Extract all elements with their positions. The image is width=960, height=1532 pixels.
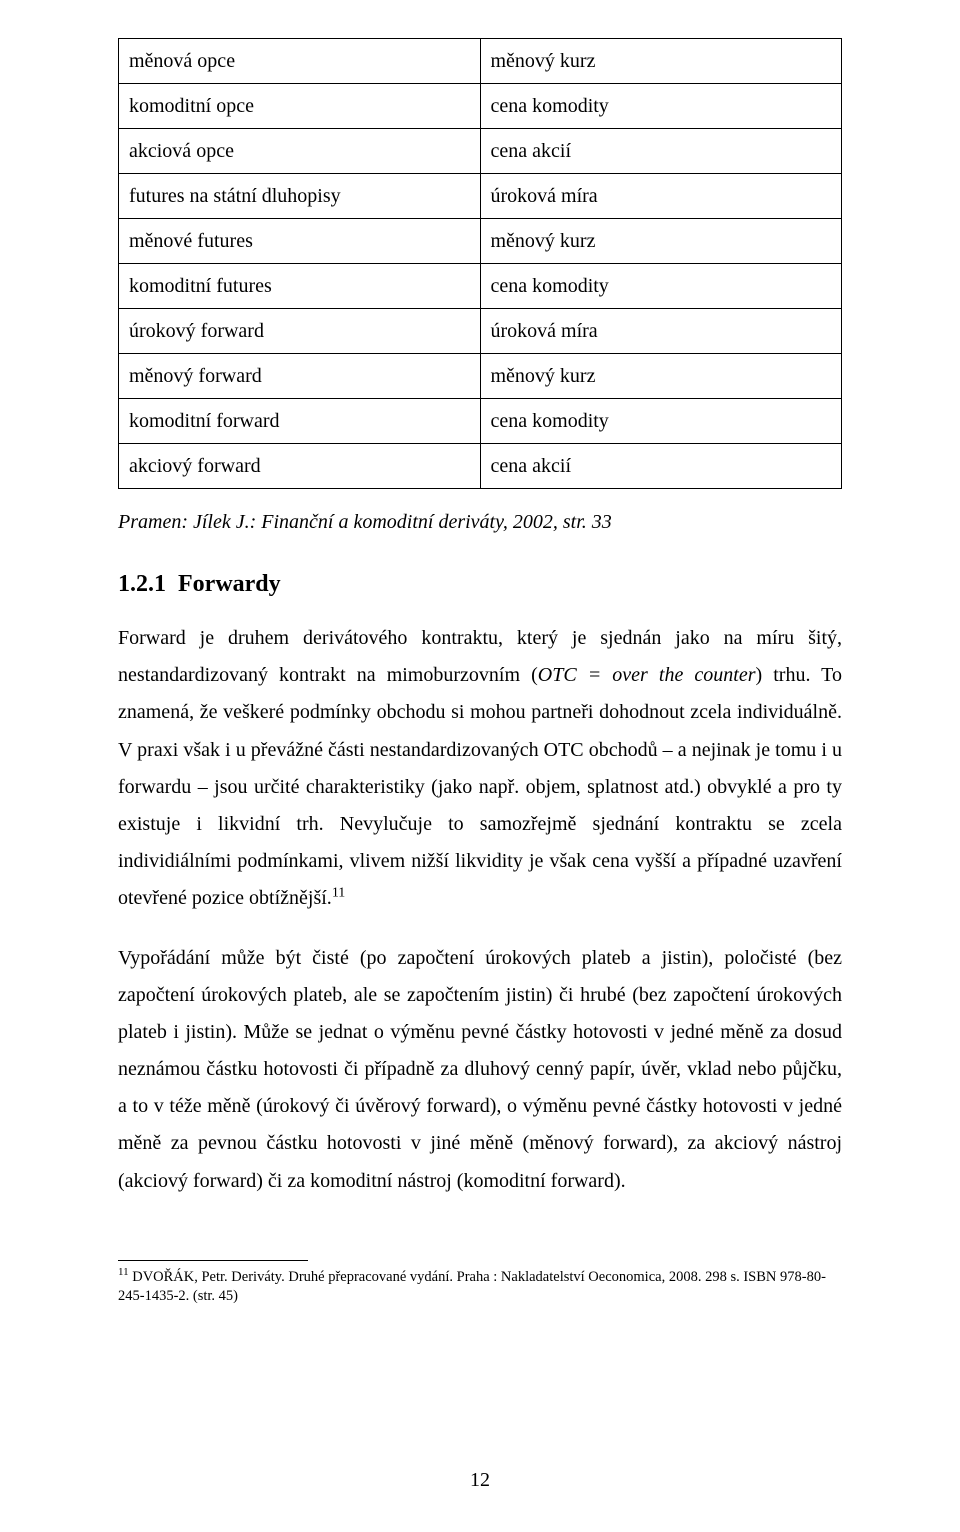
section-heading: 1.2.1 Forwardy [118, 571, 842, 598]
table-cell: úroková míra [480, 174, 842, 219]
table-cell: cena akcií [480, 444, 842, 489]
p1-text-b: ) trhu. To znamená, že veškeré podmínky … [118, 664, 842, 909]
table-cell: měnové futures [119, 219, 481, 264]
footnote-ref-11: 11 [332, 886, 345, 901]
table-row: komoditní forward cena komodity [119, 399, 842, 444]
footnote-separator [118, 1260, 308, 1261]
table-cell: cena komodity [480, 264, 842, 309]
heading-number: 1.2.1 [118, 571, 166, 597]
table-row: akciový forward cena akcií [119, 444, 842, 489]
table-cell: měnový forward [119, 354, 481, 399]
table-cell: úroková míra [480, 309, 842, 354]
table-row: měnová opce měnový kurz [119, 39, 842, 84]
table-cell: komoditní futures [119, 264, 481, 309]
table-row: akciová opce cena akcií [119, 129, 842, 174]
body-paragraph-1: Forward je druhem derivátového kontraktu… [118, 620, 842, 918]
footnote-text: DVOŘÁK, Petr. Deriváty. Druhé přepracova… [118, 1269, 826, 1305]
table-cell: měnový kurz [480, 354, 842, 399]
table-row: komoditní futures cena komodity [119, 264, 842, 309]
p1-otc-italic: OTC = over the counter [538, 664, 756, 686]
heading-title: Forwardy [178, 571, 281, 597]
table-cell: měnový kurz [480, 219, 842, 264]
table-row: měnové futures měnový kurz [119, 219, 842, 264]
derivatives-table: měnová opce měnový kurz komoditní opce c… [118, 38, 842, 489]
page: měnová opce měnový kurz komoditní opce c… [0, 0, 960, 1532]
source-citation: Pramen: Jílek J.: Finanční a komoditní d… [118, 507, 842, 537]
footnote-11: 11 DVOŘÁK, Petr. Deriváty. Druhé přeprac… [118, 1265, 842, 1307]
table-cell: cena komodity [480, 84, 842, 129]
table-cell: komoditní forward [119, 399, 481, 444]
table-cell: měnový kurz [480, 39, 842, 84]
table-cell: cena komodity [480, 399, 842, 444]
body-paragraph-2: Vypořádání může být čisté (po započtení … [118, 940, 842, 1200]
table-cell: futures na státní dluhopisy [119, 174, 481, 219]
table-row: měnový forward měnový kurz [119, 354, 842, 399]
table-cell: akciová opce [119, 129, 481, 174]
table-row: futures na státní dluhopisy úroková míra [119, 174, 842, 219]
table-row: úrokový forward úroková míra [119, 309, 842, 354]
table-cell: komoditní opce [119, 84, 481, 129]
table-cell: úrokový forward [119, 309, 481, 354]
footnote-mark: 11 [118, 1266, 129, 1278]
table-cell: akciový forward [119, 444, 481, 489]
table-row: komoditní opce cena komodity [119, 84, 842, 129]
table-cell: cena akcií [480, 129, 842, 174]
table-cell: měnová opce [119, 39, 481, 84]
page-number: 12 [0, 1469, 960, 1492]
